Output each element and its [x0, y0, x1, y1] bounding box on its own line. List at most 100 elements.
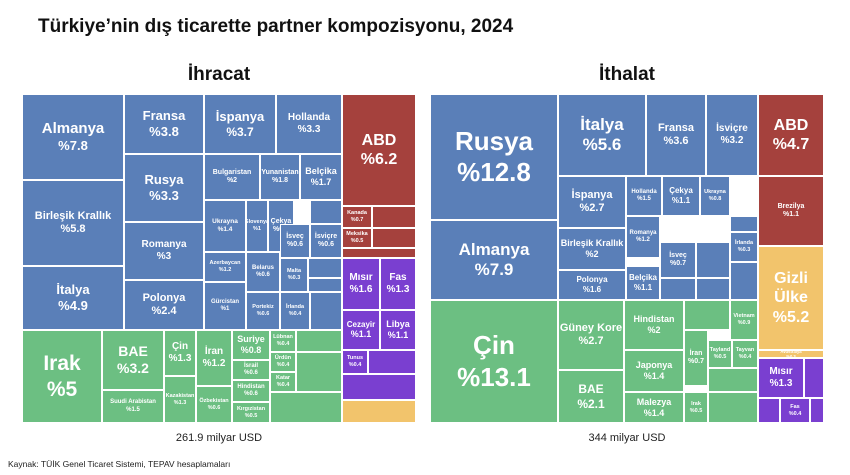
export-tile-minor	[270, 392, 342, 423]
tile-label: Birleşik Krallık	[34, 209, 112, 222]
import-tile-bae: BAE %2.1	[558, 370, 624, 423]
tile-label: Güney Kore	[559, 321, 623, 334]
import-tile-minor	[730, 216, 758, 232]
export-tile-belarus: Belarus %0.6	[246, 252, 280, 292]
export-tile-isvicre: İsviçre %0.6	[310, 224, 342, 258]
import-tile-cin: Çin %13.1	[430, 300, 558, 423]
tile-value: %3.3	[297, 124, 321, 135]
tile-label: Malta	[286, 268, 302, 275]
tile-value: %1.2	[218, 267, 232, 273]
import-tile-malezya: Malezya %1.4	[624, 392, 684, 423]
tile-label: BAE	[118, 343, 148, 360]
import-tile-minor	[758, 398, 780, 423]
tile-value: %5.6	[582, 135, 622, 154]
export-tile-almanya: Almanya %7.8	[22, 94, 124, 180]
tile-label: Lübnan	[273, 334, 293, 341]
export-tile-romanya: Romanya %3	[124, 222, 204, 280]
import-treemap-title: İthalat	[599, 64, 655, 85]
chart-title: Türkiye’nin dış ticarette partner kompoz…	[38, 16, 514, 37]
export-tile-minor	[310, 200, 342, 224]
import-tile-minor	[804, 358, 824, 398]
export-tile-lubnan: Lübnan %0.4	[270, 330, 296, 352]
export-tile-ozbekistan: Özbekistan %0.6	[196, 386, 232, 423]
tile-label: İrlanda	[734, 240, 754, 247]
tile-label: ABD	[773, 116, 809, 134]
export-tile-hollanda: Hollanda %3.3	[276, 94, 342, 154]
export-tile-meksika: Meksika %0.5	[342, 228, 372, 248]
tile-label: Romanya	[629, 229, 657, 236]
export-tile-urdun: Ürdün %0.4	[270, 352, 296, 372]
tile-label: Brezilya	[777, 202, 805, 210]
tile-label: İran	[204, 346, 224, 357]
source-note: Kaynak: TÜİK Genel Ticaret Sistemi, TEPA…	[8, 459, 231, 469]
tile-value: %5.2	[772, 308, 810, 326]
tile-value: %0.6	[207, 404, 221, 411]
tile-label: Ürdün	[274, 355, 292, 362]
import-tile-tayvan: Tayvan %0.4	[732, 340, 758, 368]
tile-label: İsrail	[243, 362, 258, 369]
import-tile-polonya: Polonya %1.6	[558, 270, 626, 300]
tile-value: %0.9	[737, 320, 751, 326]
tile-label: Hindistan	[237, 383, 265, 390]
tile-value: %0.5	[713, 354, 727, 360]
export-tile-minor	[342, 400, 416, 423]
tile-label: İsviçre	[314, 232, 338, 240]
tile-value: %0.5	[244, 412, 258, 419]
import-total: 344 milyar USD	[588, 432, 666, 444]
export-total: 261.9 milyar USD	[175, 432, 263, 444]
import-tile-ispanya: İspanya %2.7	[558, 176, 626, 228]
tile-value: %0.4	[288, 311, 302, 317]
tile-label: Romanya	[141, 239, 187, 250]
tile-value: %0.4	[276, 382, 290, 388]
export-tile-minor	[372, 206, 416, 228]
tile-value: %0.5	[689, 407, 703, 414]
tile-label: İrlanda	[285, 304, 305, 311]
tile-label: İsveç	[286, 232, 304, 240]
tile-label: Polonya	[142, 291, 186, 304]
export-tile-irlanda: İrlanda %0.4	[280, 292, 310, 330]
export-tile-azerbaycan: Azerbaycan %1.2	[204, 252, 246, 282]
tile-value: %7.8	[58, 138, 88, 154]
tile-label: Almanya	[458, 239, 530, 259]
tile-value: %1.4	[643, 407, 665, 418]
tile-value: %0.6	[287, 241, 303, 248]
export-tile-cin: Çin %1.3	[164, 330, 196, 376]
import-tile-hindistan: Hindistan %2	[624, 300, 684, 350]
tile-value: %2.1	[577, 396, 605, 411]
tile-label: Irak	[43, 352, 81, 376]
export-tile-yunanistan: Yunanistan %1.8	[260, 154, 300, 200]
tile-value: %1.6	[582, 285, 602, 294]
tile-value: %1.1	[671, 196, 691, 205]
tile-value: %1.1	[350, 329, 372, 340]
tile-label: Gürcistan	[210, 298, 239, 305]
export-tile-ispanya: İspanya %3.7	[204, 94, 276, 154]
tile-label: Birleşik Krallık	[560, 238, 624, 249]
tile-label: Mısır	[349, 272, 373, 283]
tile-value: %3.8	[149, 124, 179, 139]
import-tile-japonya: Japonya %1.4	[624, 350, 684, 392]
tile-label: Vietnam	[733, 313, 755, 320]
export-tile-malta: Malta %0.3	[280, 258, 308, 292]
tile-value: %1.4	[217, 226, 233, 233]
tile-value: %3.6	[663, 135, 689, 147]
tile-value: %5.8	[60, 223, 86, 235]
tile-value: %0.6	[256, 311, 270, 317]
tile-label: Belçika	[628, 273, 658, 283]
import-tile-irlanda: İrlanda %0.3	[730, 232, 758, 262]
tile-label: İran	[689, 349, 703, 357]
export-tile-italya: İtalya %4.9	[22, 266, 124, 330]
tile-value: %0.4	[348, 362, 362, 368]
tile-value: %0.4	[788, 410, 802, 417]
tile-value: %5	[46, 377, 78, 401]
import-tile-isvec: İsveç %0.7	[660, 242, 696, 278]
export-treemap: Almanya %7.8 Birleşik Krallık %5.8 İtalya %4.…	[22, 94, 416, 423]
import-tile-minor	[684, 300, 730, 330]
export-tile-libya: Libya %1.1	[380, 310, 416, 350]
export-tile-hindistan: Hindistan %0.6	[232, 380, 270, 402]
export-tile-birlesik-krallik: Birleşik Krallık %5.8	[22, 180, 124, 266]
tile-label: Azerbaycan	[209, 260, 241, 267]
tile-value: %0.6	[318, 241, 334, 248]
tile-value: %0.8	[708, 196, 722, 202]
tile-label: Çekya	[270, 217, 292, 225]
export-tile-bulgaristan: Bulgaristan %2	[204, 154, 260, 200]
